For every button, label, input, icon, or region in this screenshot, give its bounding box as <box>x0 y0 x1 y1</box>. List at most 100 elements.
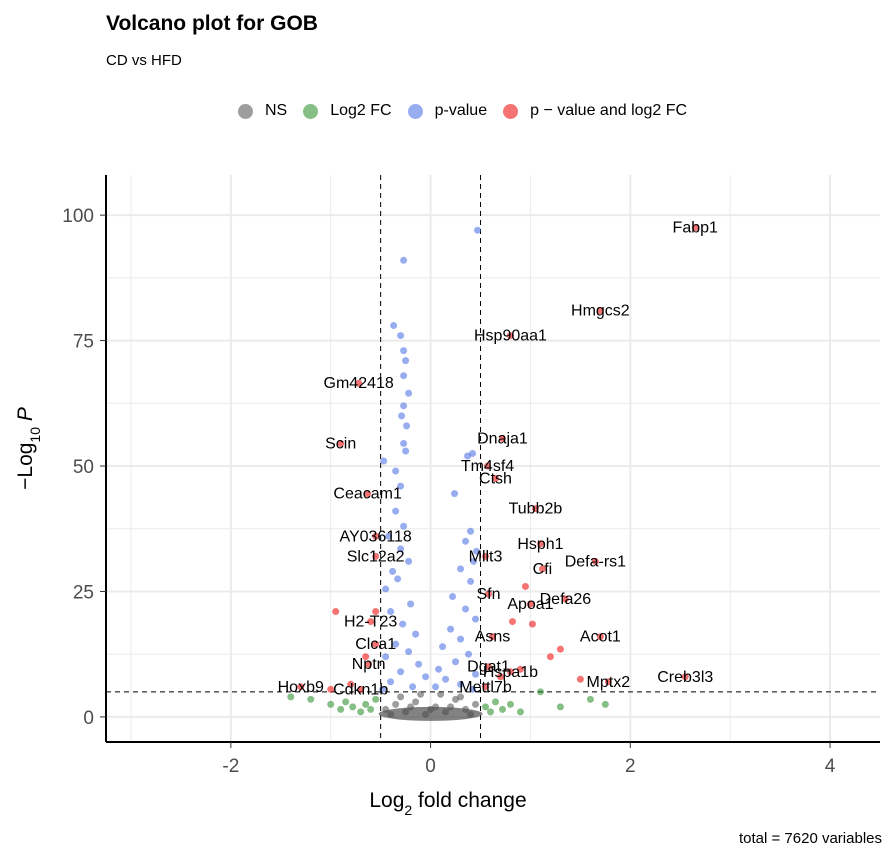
data-point <box>451 490 459 498</box>
data-point <box>392 640 400 648</box>
data-point <box>467 577 475 585</box>
gene-label: Mettl7b <box>459 679 512 696</box>
data-point <box>357 708 365 716</box>
data-point <box>472 700 480 708</box>
data-point <box>397 482 405 490</box>
data-point <box>576 675 584 683</box>
data-point <box>392 507 400 515</box>
chart-caption: total = 7620 variables <box>738 830 882 847</box>
data-point <box>400 372 408 380</box>
data-point <box>561 595 569 603</box>
data-point <box>596 306 604 314</box>
data-point <box>367 618 375 626</box>
data-point <box>498 705 506 713</box>
data-point <box>412 698 420 706</box>
data-point <box>516 708 524 716</box>
gene-label: Hsph1 <box>517 536 563 553</box>
legend-label-pvalue: p-value <box>434 102 488 119</box>
data-point <box>407 600 415 608</box>
gene-label: Cfi <box>533 561 553 578</box>
data-point <box>439 643 447 651</box>
data-point <box>397 545 405 553</box>
data-point <box>491 698 499 706</box>
data-point <box>362 700 370 708</box>
data-point <box>556 703 564 711</box>
data-point <box>474 226 482 234</box>
data-point <box>449 592 457 600</box>
data-point <box>462 605 470 613</box>
data-point <box>681 673 689 681</box>
gene-label: Ceacam1 <box>333 486 402 503</box>
data-point <box>402 357 410 365</box>
legend-item-pvalue-and-fc: p − value and log2 FC <box>503 102 687 120</box>
gene-label: Defa-rs1 <box>565 553 626 570</box>
y-tick-label: 25 <box>73 582 94 603</box>
x-tick-label: -2 <box>222 756 239 777</box>
data-point <box>415 660 423 668</box>
data-point <box>357 685 365 693</box>
data-point <box>546 653 554 661</box>
data-point <box>364 490 372 498</box>
data-point <box>297 683 305 691</box>
data-point <box>536 540 544 548</box>
data-point <box>472 670 480 678</box>
data-point <box>422 673 430 681</box>
data-point <box>586 695 594 703</box>
data-point <box>485 663 493 671</box>
x-axis-title: Log2 fold change <box>369 789 526 818</box>
gene-label: Tm4sf4 <box>461 458 514 475</box>
gene-label: Dnaja1 <box>477 430 528 447</box>
data-point <box>452 658 460 666</box>
data-point <box>457 693 465 701</box>
data-point <box>596 633 604 641</box>
data-point <box>462 537 470 545</box>
data-point <box>506 332 514 340</box>
data-point <box>516 665 524 673</box>
gene-label: Apoa1 <box>507 596 553 613</box>
chart-title: Volcano plot for GOB <box>106 12 318 35</box>
data-point <box>387 608 395 616</box>
data-point <box>409 683 417 691</box>
gene-label: Cdkn1b <box>333 681 388 698</box>
legend-key-log2fc <box>303 103 319 119</box>
data-point <box>347 680 355 688</box>
data-point <box>389 567 397 575</box>
data-point <box>528 620 536 628</box>
gene-label: Scin <box>325 435 356 452</box>
data-point <box>342 698 350 706</box>
data-point <box>382 585 390 593</box>
x-tick-label: 4 <box>825 756 836 777</box>
data-point <box>327 700 335 708</box>
data-point <box>412 630 420 638</box>
data-point <box>398 412 406 420</box>
data-point <box>372 532 380 540</box>
data-point <box>400 347 408 355</box>
chart-subtitle: CD vs HFD <box>106 52 182 69</box>
data-point <box>365 660 373 668</box>
y-tick-label: 75 <box>73 332 94 353</box>
data-point <box>556 645 564 653</box>
data-point <box>397 668 405 676</box>
gene-label: Nptn <box>352 656 386 673</box>
data-point <box>405 648 413 656</box>
data-point <box>469 685 477 693</box>
data-point <box>400 439 408 447</box>
data-point <box>337 439 345 447</box>
data-point <box>397 693 405 701</box>
chart-legend: NS Log2 FC p-value p − value and log2 FC <box>238 102 703 120</box>
data-point <box>536 688 544 696</box>
gene-label: Sfn <box>476 586 500 603</box>
data-point <box>491 475 499 483</box>
data-point <box>457 565 465 573</box>
gene-label: Tubb2b <box>509 501 563 518</box>
data-point <box>484 462 492 470</box>
data-point <box>372 552 380 560</box>
legend-key-pvalue-and-fc <box>503 103 519 119</box>
data-point <box>496 673 504 681</box>
data-point <box>399 620 407 628</box>
legend-key-ns <box>238 103 253 119</box>
gene-label: Asns <box>475 629 511 646</box>
data-point <box>432 683 440 691</box>
gene-label: Gm42418 <box>324 375 394 392</box>
